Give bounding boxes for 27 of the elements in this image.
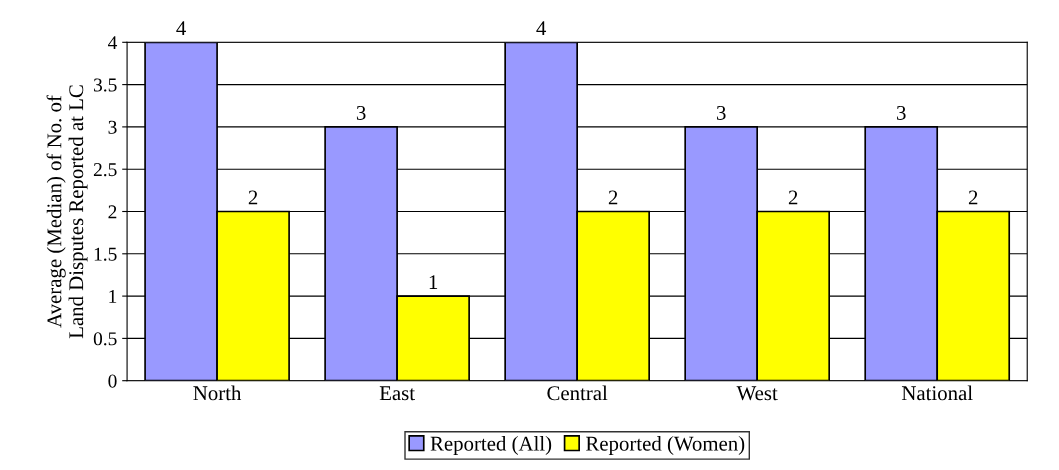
legend-label: Reported (Women) [586, 436, 745, 455]
y-axis-title: Average (Median) of No. of Land Disputes Reported at LC [46, 85, 88, 339]
y-tick-label: 0 [108, 374, 117, 388]
data-label: 3 [356, 105, 366, 120]
data-label: 4 [536, 21, 547, 36]
data-label: 1 [429, 275, 438, 289]
data-label: 2 [248, 190, 258, 205]
y-tick-label: 3.5 [93, 78, 117, 92]
y-tick-label: 4 [108, 36, 118, 50]
y-tick-label: 1.5 [94, 247, 117, 261]
legend-label: Reported (All) [430, 436, 552, 455]
data-label: 3 [716, 105, 726, 120]
y-tick-label: 2 [108, 205, 117, 219]
y-tick-label: 1 [109, 290, 117, 303]
y-tick-label: 2.5 [93, 163, 117, 177]
data-label: 4 [176, 21, 186, 36]
data-label: 2 [608, 190, 618, 205]
x-tick-label: Central [547, 385, 608, 401]
data-label: 3 [897, 105, 906, 120]
y-tick-label: 3 [108, 120, 117, 134]
x-tick-label: North [193, 385, 242, 401]
data-label: 2 [968, 190, 978, 205]
x-tick-label: West [736, 386, 778, 401]
x-tick-label: National [901, 385, 973, 401]
data-label: 2 [788, 190, 798, 205]
y-tick-label: 0.5 [93, 332, 117, 346]
x-tick-label: East [379, 386, 415, 401]
